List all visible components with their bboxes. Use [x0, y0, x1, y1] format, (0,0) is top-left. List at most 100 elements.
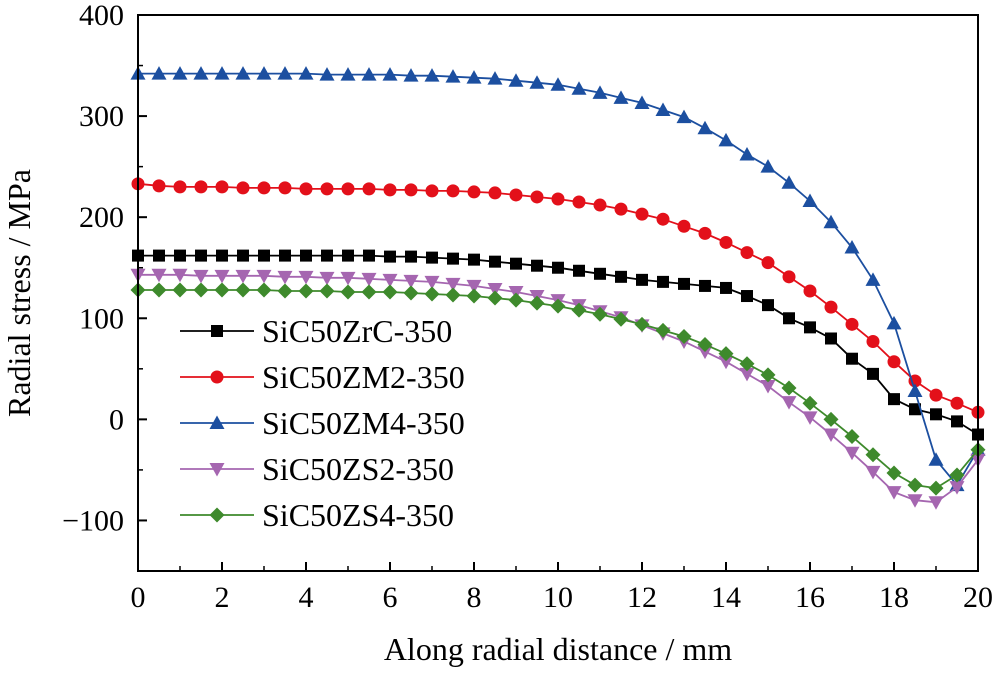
data-point-4-19 [529, 295, 545, 311]
data-point-1-1 [152, 179, 166, 193]
legend-item-1: SiC50ZM2-350 [180, 359, 465, 395]
data-point-3-32 [802, 411, 818, 425]
data-point-4-38 [928, 480, 944, 496]
data-point-2-11 [361, 67, 377, 81]
legend-marker-2 [209, 415, 225, 429]
data-point-3-8 [298, 270, 314, 285]
data-point-3-28 [718, 355, 734, 370]
data-point-1-25 [656, 212, 670, 226]
data-point-1-32 [803, 284, 817, 298]
data-point-2-8 [298, 66, 314, 80]
data-point-4-23 [613, 311, 629, 327]
legend-label-2: SiC50ZM4-350 [262, 405, 465, 441]
data-point-4-22 [592, 306, 608, 322]
data-point-2-15 [445, 69, 461, 83]
data-point-0-17 [489, 255, 501, 268]
x-tick-label-10: 20 [963, 581, 993, 614]
data-point-0-24 [636, 273, 648, 286]
data-point-4-33 [823, 411, 839, 427]
data-point-3-14 [424, 275, 440, 290]
data-point-4-12 [382, 284, 398, 300]
data-point-0-14 [426, 251, 438, 264]
data-point-3-9 [319, 271, 335, 286]
data-point-0-16 [468, 253, 480, 266]
data-point-0-10 [342, 249, 354, 262]
data-point-0-30 [762, 299, 774, 312]
data-point-4-13 [403, 285, 419, 301]
data-point-3-37 [907, 494, 923, 508]
legend: SiC50ZrC-350 SiC50ZM2-350 SiC50ZM4-350 SiC5… [180, 313, 465, 533]
data-point-0-28 [720, 281, 732, 294]
data-point-1-6 [257, 181, 271, 195]
data-point-3-4 [214, 269, 230, 284]
data-point-1-8 [299, 182, 313, 196]
data-point-1-10 [341, 182, 355, 196]
data-point-0-34 [846, 352, 858, 365]
data-point-3-33 [823, 428, 839, 443]
data-point-2-25 [655, 102, 671, 117]
data-point-1-26 [677, 219, 691, 233]
legend-item-4: SiC50ZS4-350 [180, 497, 454, 533]
data-point-3-38 [928, 496, 944, 510]
data-point-4-30 [760, 367, 776, 383]
data-point-1-11 [362, 182, 376, 196]
data-point-2-30 [760, 159, 776, 173]
data-point-3-34 [844, 446, 860, 461]
data-point-0-7 [279, 249, 291, 262]
data-point-3-15 [445, 277, 461, 292]
legend-marker-0 [211, 325, 223, 337]
data-point-4-35 [865, 447, 881, 463]
data-point-2-37 [907, 383, 923, 398]
data-point-1-29 [740, 246, 754, 260]
data-point-0-18 [510, 257, 522, 270]
data-point-2-7 [277, 66, 293, 80]
data-point-0-5 [237, 249, 249, 262]
data-point-4-32 [802, 395, 818, 411]
data-point-0-11 [363, 249, 375, 262]
series-1 [131, 177, 985, 419]
data-point-2-38 [928, 452, 944, 466]
data-point-4-37 [907, 477, 923, 493]
data-point-3-30 [760, 380, 776, 394]
data-point-2-35 [865, 272, 881, 286]
data-point-4-36 [886, 465, 902, 481]
data-point-2-28 [718, 132, 734, 147]
data-point-0-15 [447, 252, 459, 265]
data-point-4-34 [844, 429, 860, 445]
data-point-2-22 [592, 85, 608, 99]
data-point-4-7 [277, 283, 293, 299]
data-point-3-7 [277, 270, 293, 285]
data-point-1-34 [845, 317, 859, 331]
data-point-1-9 [320, 182, 334, 196]
data-point-4-18 [508, 292, 524, 308]
data-point-1-7 [278, 181, 292, 195]
series-layer [130, 66, 986, 510]
x-tick-label-5: 10 [543, 581, 573, 614]
data-point-4-28 [718, 346, 734, 362]
data-point-0-38 [930, 408, 942, 421]
data-point-0-8 [300, 249, 312, 262]
y-tick-label-5: 400 [79, 0, 124, 32]
data-point-1-23 [614, 202, 628, 216]
legend-marker-1 [210, 370, 224, 384]
x-tick-label-4: 8 [467, 581, 482, 614]
x-tick-label-8: 16 [795, 581, 825, 614]
data-point-2-34 [844, 240, 860, 254]
x-tick-label-9: 18 [879, 581, 909, 614]
data-point-4-2 [172, 282, 188, 298]
data-point-1-19 [530, 190, 544, 204]
data-point-4-11 [361, 284, 377, 300]
data-point-2-21 [571, 81, 587, 95]
x-axis-title: Along radial distance / mm [384, 631, 732, 667]
data-point-3-11 [361, 272, 377, 287]
data-point-2-17 [487, 71, 503, 85]
data-point-1-12 [383, 183, 397, 197]
data-point-2-1 [151, 66, 167, 80]
legend-item-0: SiC50ZrC-350 [180, 313, 452, 349]
data-point-0-29 [741, 290, 753, 303]
data-point-3-12 [382, 273, 398, 288]
data-point-3-17 [487, 282, 503, 297]
data-point-1-22 [593, 198, 607, 212]
data-point-4-39 [949, 467, 965, 483]
data-point-4-4 [214, 282, 230, 298]
